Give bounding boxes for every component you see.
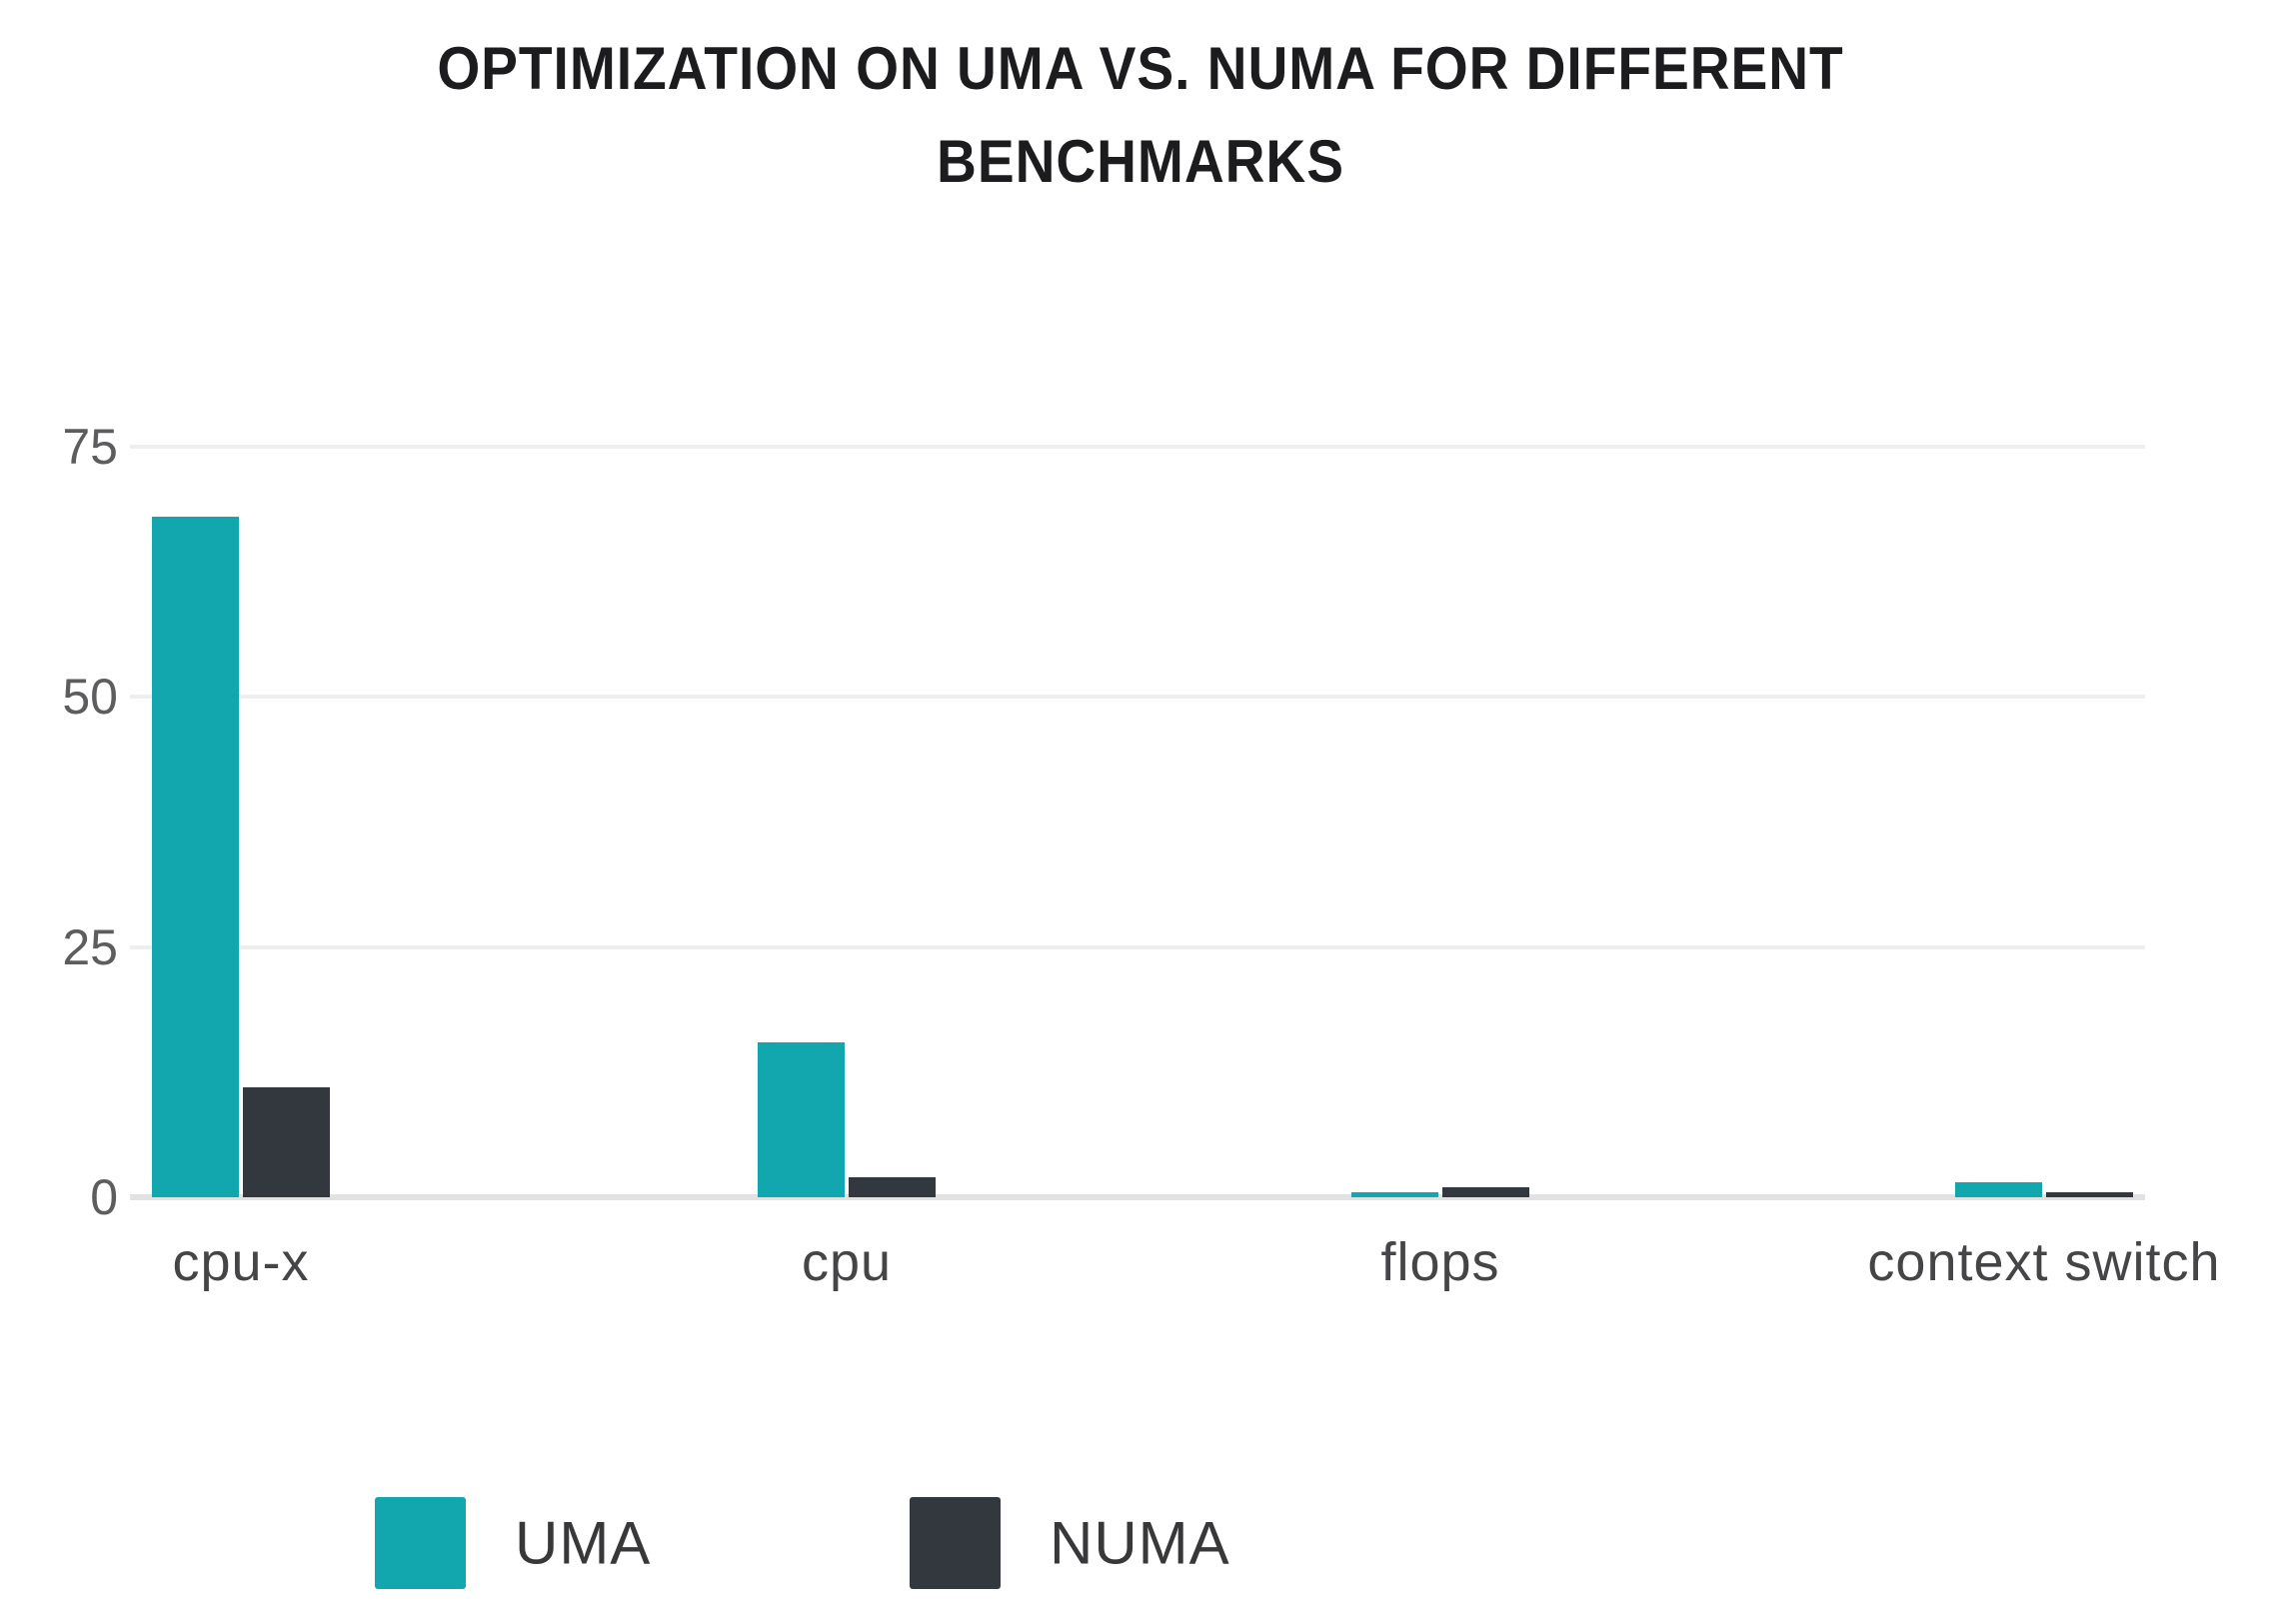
- bar-uma-flops: [1351, 1192, 1438, 1197]
- legend-label-uma: UMA: [515, 1509, 652, 1577]
- chart-title-line1: OPTIMIZATION ON UMA VS. NUMA FOR DIFFERE…: [437, 35, 1844, 102]
- legend-swatch-numa: [910, 1497, 1001, 1589]
- x-label-context-switch: context switch: [1867, 1232, 2221, 1292]
- chart-title-line2: BENCHMARKS: [937, 128, 1344, 195]
- bar-uma-cpu-x: [152, 517, 239, 1197]
- gridline-25: [130, 944, 2145, 949]
- y-tick-label-0: 0: [90, 1169, 118, 1225]
- x-axis-line: [130, 1194, 2145, 1200]
- gridline-50: [130, 695, 2145, 700]
- bar-uma-cpu: [758, 1042, 845, 1197]
- bar-numa-cpu: [849, 1177, 936, 1197]
- bar-uma-context-switch: [1955, 1182, 2042, 1197]
- bar-numa-cpu-x: [243, 1087, 330, 1197]
- legend-label-numa: NUMA: [1050, 1509, 1230, 1577]
- bar-numa-flops: [1442, 1187, 1529, 1197]
- x-label-cpu: cpu: [801, 1232, 893, 1292]
- y-tick-label-50: 50: [62, 669, 118, 726]
- x-label-flops: flops: [1380, 1232, 1500, 1292]
- gridline-75: [130, 445, 2145, 450]
- bar-numa-context-switch: [2046, 1192, 2133, 1197]
- y-tick-label-25: 25: [62, 918, 118, 975]
- y-tick-label-75: 75: [62, 419, 118, 476]
- legend-swatch-uma: [375, 1497, 466, 1589]
- x-label-cpu-x: cpu-x: [172, 1232, 310, 1292]
- chart-title: OPTIMIZATION ON UMA VS. NUMA FOR DIFFERE…: [91, 22, 2189, 208]
